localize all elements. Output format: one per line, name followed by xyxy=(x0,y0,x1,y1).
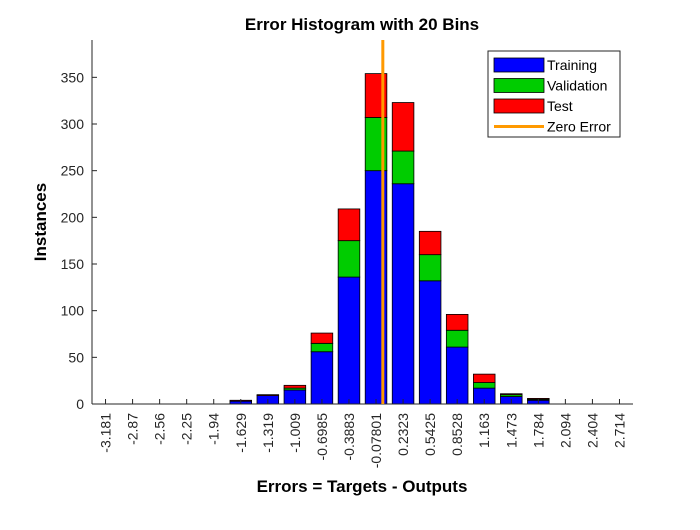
x-tick-label: -3.181 xyxy=(98,413,114,453)
y-tick-label: 200 xyxy=(61,209,85,225)
x-tick-label: 1.473 xyxy=(503,413,519,448)
y-tick-label: 300 xyxy=(61,116,85,132)
y-tick-label: 250 xyxy=(61,163,85,179)
legend-swatch-training xyxy=(493,57,545,73)
bar-validation-13 xyxy=(445,329,469,348)
bars-group xyxy=(229,73,550,405)
chart-title: Error Histogram with 20 Bins xyxy=(245,15,479,34)
legend-label: Zero Error xyxy=(547,119,611,135)
x-tick-label: 0.2323 xyxy=(395,413,411,456)
x-tick-label: -1.629 xyxy=(233,413,249,453)
y-tick-label: 350 xyxy=(61,69,85,85)
bar-training-11 xyxy=(391,183,415,405)
bar-validation-14 xyxy=(473,382,496,389)
bar-test-14 xyxy=(473,373,496,383)
bar-validation-9 xyxy=(337,240,361,278)
x-tick-label: 0.5425 xyxy=(422,413,438,456)
x-tick-label: -2.25 xyxy=(179,413,195,445)
bar-test-8 xyxy=(310,332,334,344)
x-tick-label: -1.009 xyxy=(287,413,303,453)
x-tick-label: 1.163 xyxy=(476,413,492,448)
bar-test-15 xyxy=(500,393,523,396)
x-tick-label: -2.56 xyxy=(152,413,168,445)
bar-training-9 xyxy=(337,276,361,405)
bar-validation-12 xyxy=(418,254,442,282)
x-tick-label: -0.07801 xyxy=(368,413,384,468)
legend-label: Validation xyxy=(547,78,607,94)
x-tick-label: -1.319 xyxy=(260,413,276,453)
x-tick-label: 2.714 xyxy=(611,413,627,448)
bar-training-8 xyxy=(310,351,334,405)
x-tick-label: 2.404 xyxy=(584,413,600,448)
x-tick-label: 0.8528 xyxy=(449,413,465,456)
legend-swatch-test xyxy=(493,98,545,114)
y-tick-label: 150 xyxy=(61,256,85,272)
bar-test-9 xyxy=(337,208,361,242)
bar-test-13 xyxy=(445,313,469,331)
x-axis-label: Errors = Targets - Outputs xyxy=(257,477,468,496)
x-tick-label: -0.6985 xyxy=(314,413,330,461)
legend-label: Test xyxy=(547,98,573,114)
bar-training-12 xyxy=(418,280,442,405)
bar-test-6 xyxy=(256,394,280,397)
y-axis-label: Instances xyxy=(31,183,50,261)
legend-swatch-validation xyxy=(493,78,545,93)
x-tick-label: -0.3883 xyxy=(341,413,357,461)
x-tick-label: -1.94 xyxy=(206,413,222,445)
legend: Training Validation Test Zero Error xyxy=(487,50,621,138)
x-tick-label: 1.784 xyxy=(530,413,546,448)
legend-label: Training xyxy=(547,57,597,73)
bar-validation-8 xyxy=(310,342,334,353)
axes-group: 0 50 100 150 200 250 300 350 -3.181 -2.87 -2.56 -2.… xyxy=(61,40,633,468)
bar-test-11 xyxy=(391,102,415,152)
x-tick-label: 2.094 xyxy=(557,413,573,448)
bar-training-13 xyxy=(445,346,469,405)
y-tick-label: 100 xyxy=(61,303,85,319)
x-tick-label: -2.87 xyxy=(125,413,141,445)
bar-test-12 xyxy=(418,230,442,256)
y-tick-label: 50 xyxy=(68,349,84,365)
bar-test-7 xyxy=(283,384,307,389)
bar-validation-11 xyxy=(391,150,415,185)
y-tick-label: 0 xyxy=(76,396,84,412)
